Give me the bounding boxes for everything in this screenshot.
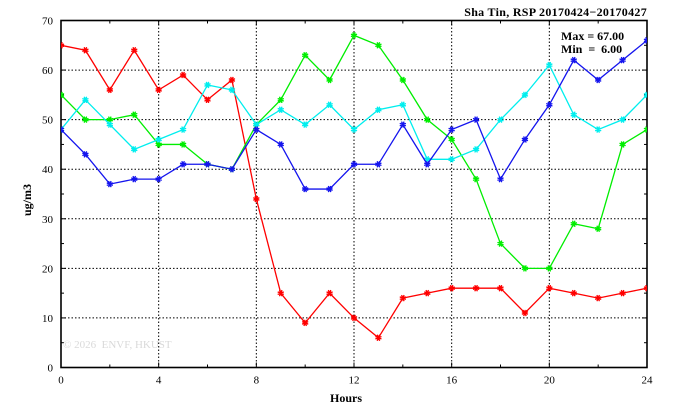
svg-text:0: 0 [48,363,54,375]
svg-text:10: 10 [42,313,54,325]
svg-text:50: 50 [42,115,54,127]
svg-text:24: 24 [642,375,654,387]
svg-text:4: 4 [156,375,162,387]
svg-text:0: 0 [58,375,64,387]
svg-text:12: 12 [349,375,360,387]
svg-text:8: 8 [254,375,260,387]
svg-text:20: 20 [42,263,54,275]
svg-text:30: 30 [42,214,54,226]
svg-text:40: 40 [42,164,54,176]
svg-text:20: 20 [544,375,556,387]
svg-text:60: 60 [42,65,54,77]
svg-text:16: 16 [446,375,458,387]
